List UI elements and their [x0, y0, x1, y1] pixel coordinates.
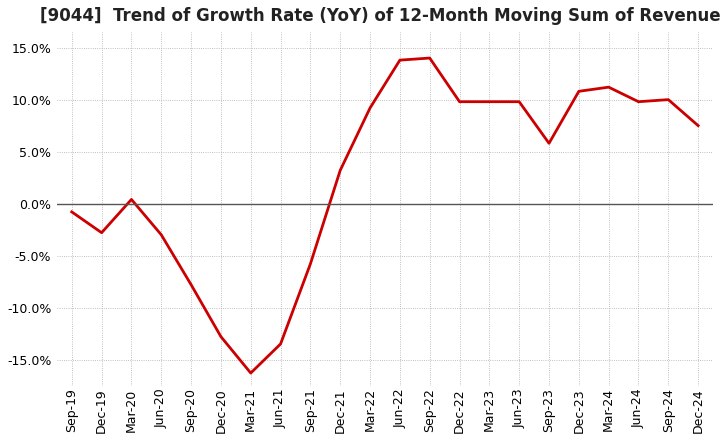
Title: [9044]  Trend of Growth Rate (YoY) of 12-Month Moving Sum of Revenues: [9044] Trend of Growth Rate (YoY) of 12-… [40, 7, 720, 25]
